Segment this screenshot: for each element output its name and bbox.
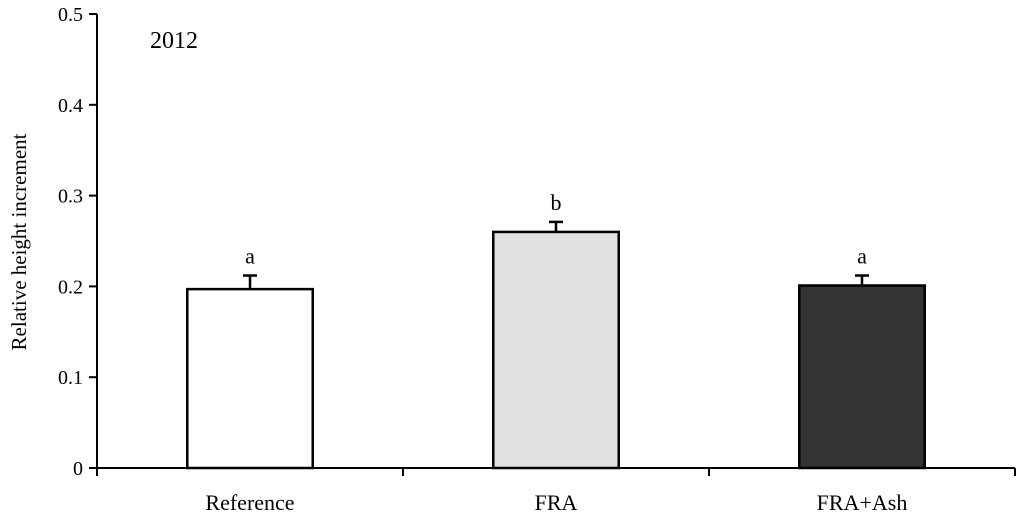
bars: a b a [186,190,926,470]
y-axis: 0 0.1 0.2 0.3 0.4 0.5 [58,4,98,480]
bar [492,230,620,470]
y-tick-label: 0.1 [58,367,83,389]
y-tick-label: 0.5 [58,4,83,26]
x-category-label: FRA+Ash [817,490,908,515]
y-tick-label: 0.2 [58,276,83,298]
significance-label: a [245,244,255,269]
y-tick-label: 0.4 [58,95,83,117]
y-tick-label: 0.3 [58,186,83,208]
bar [798,284,926,470]
bar [186,287,314,470]
significance-label: a [857,244,867,269]
significance-label: b [551,190,562,215]
x-category-label: FRA [535,490,578,515]
y-axis-title: Relative height increment [7,133,31,350]
y-tick-label: 0 [73,458,83,480]
x-axis: Reference FRA FRA+Ash [96,467,1016,515]
chart-title: 2012 [150,28,198,54]
x-category-label: Reference [205,490,294,515]
